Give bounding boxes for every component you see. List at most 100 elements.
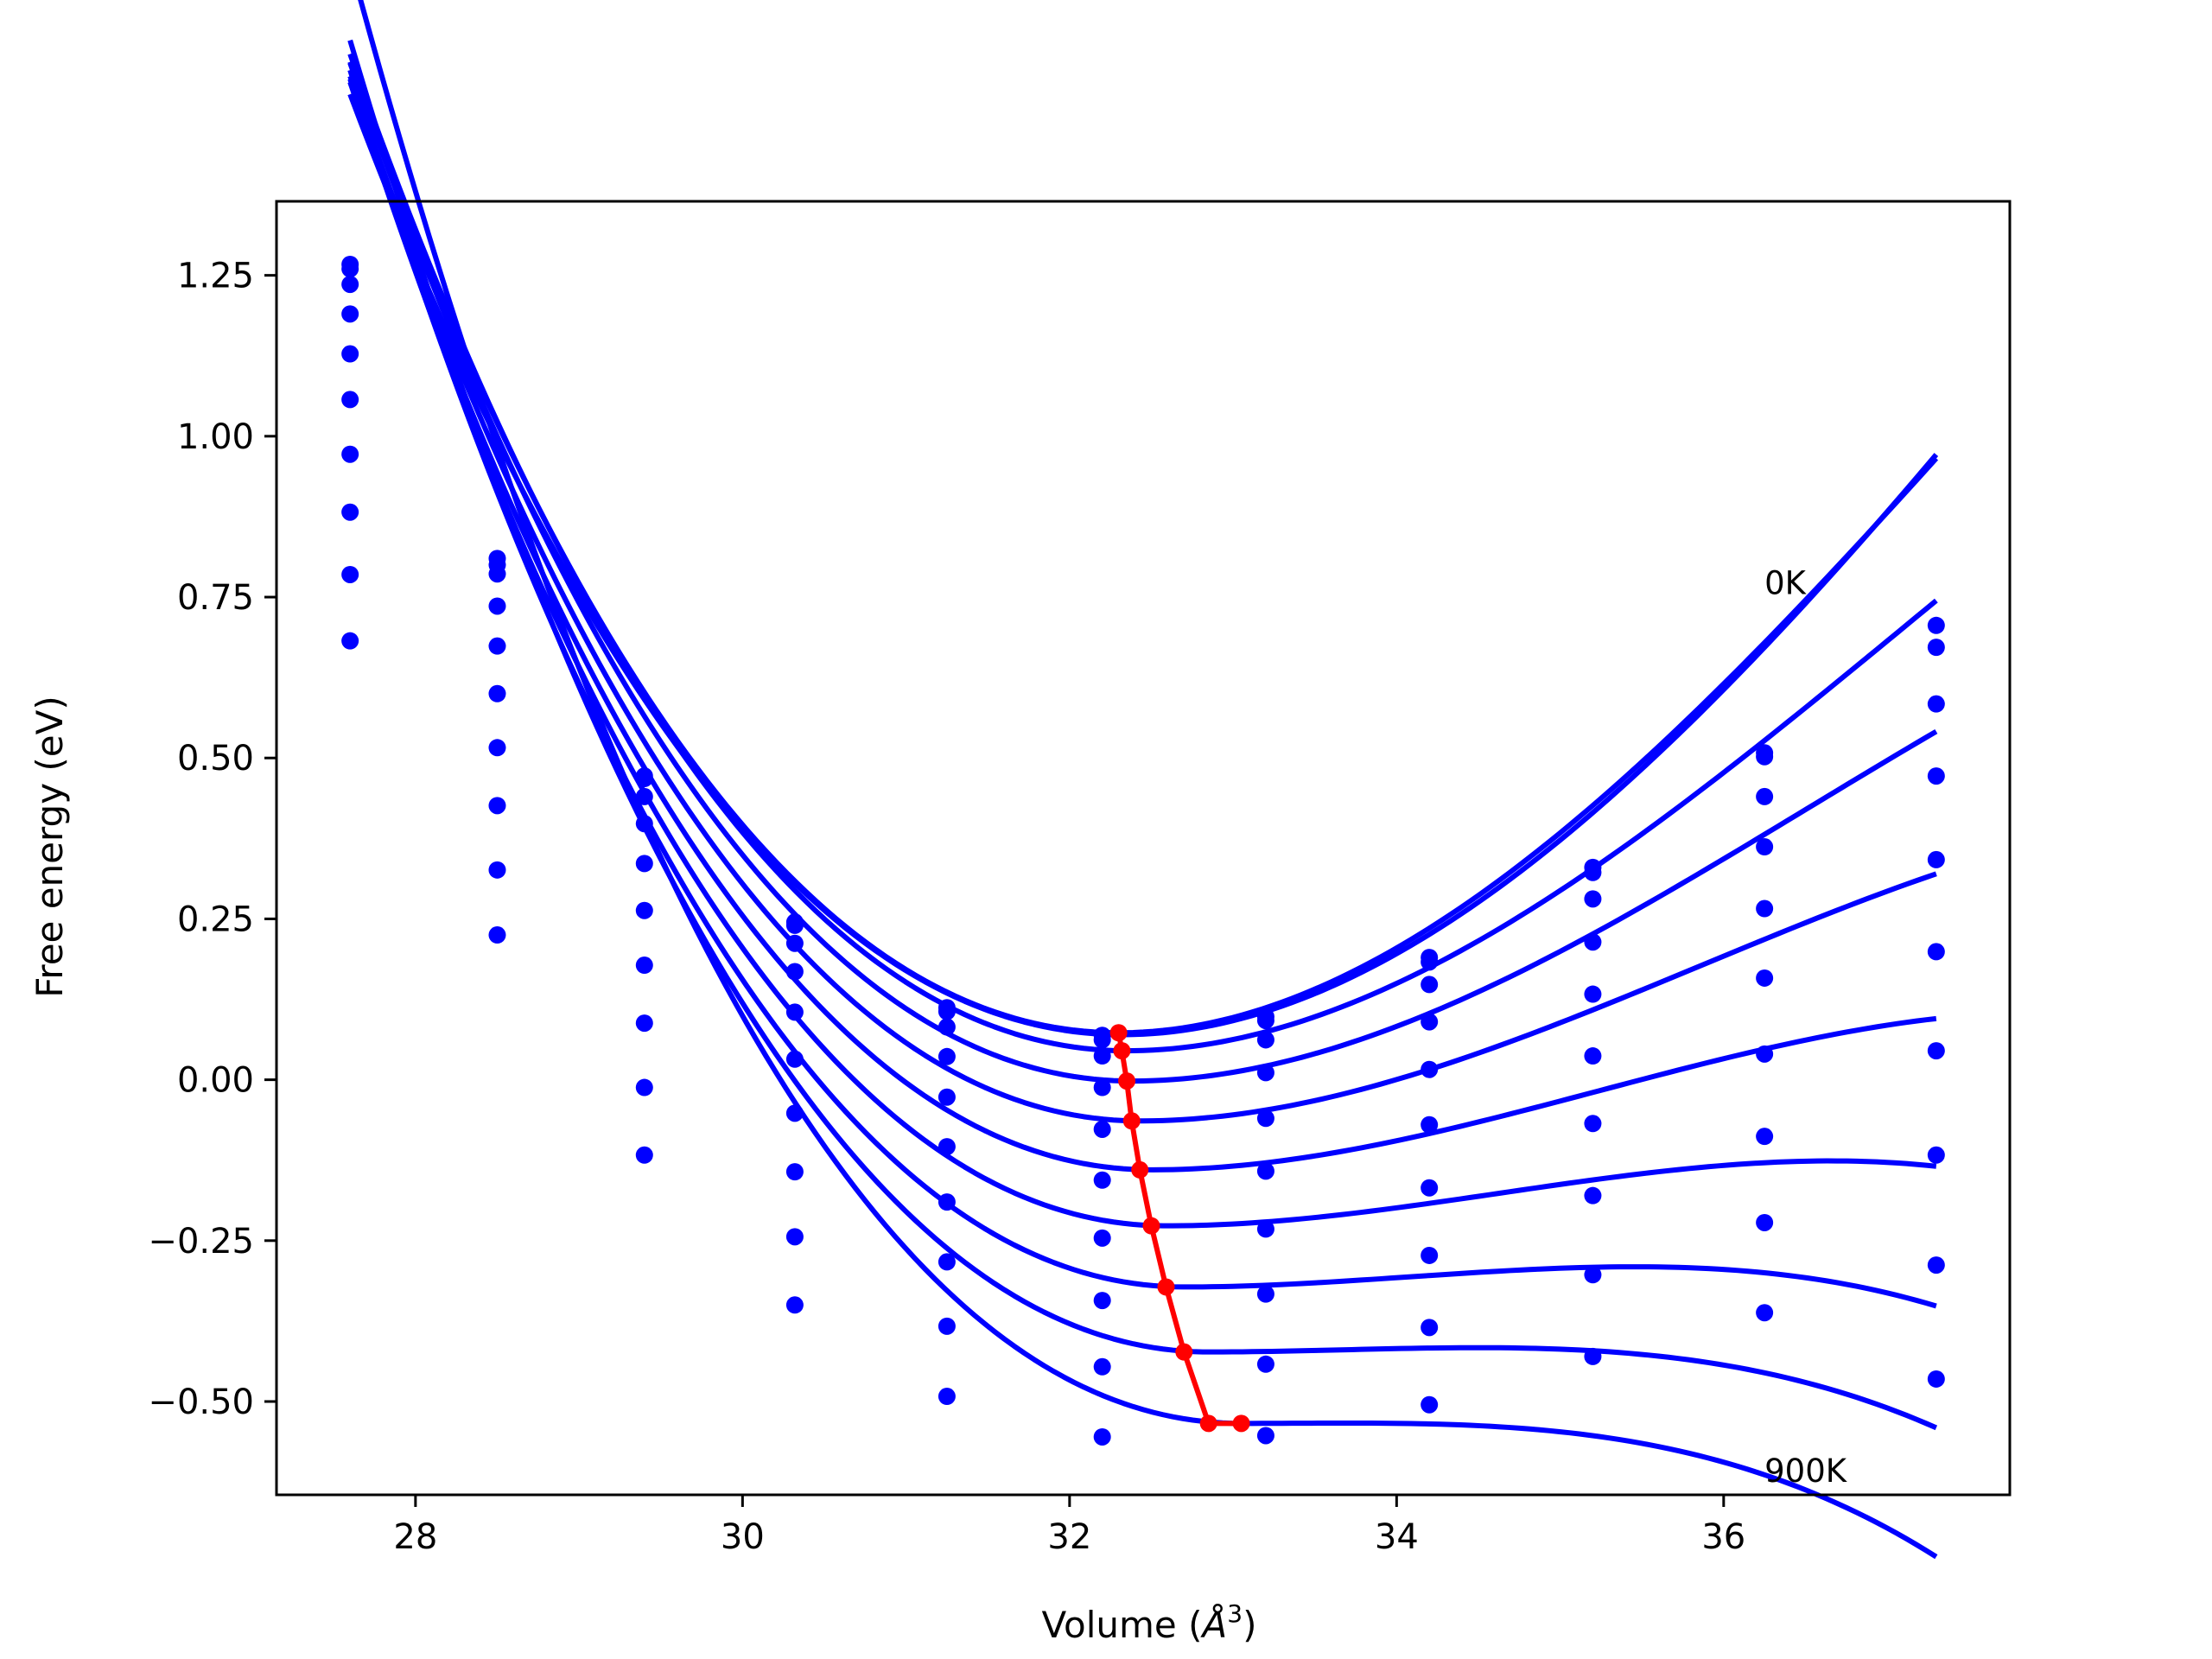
y-tick-label-7: 1.25 <box>177 257 254 296</box>
plot-frame <box>275 200 2012 1497</box>
point-300k-6 <box>1256 1064 1274 1082</box>
point-900k-3 <box>785 1296 804 1314</box>
curve-200k <box>347 53 1938 1054</box>
point-600k-3 <box>785 1104 804 1122</box>
annotation-0k: 0K <box>1764 564 1808 601</box>
point-500k-5 <box>1093 1171 1111 1189</box>
point-500k-6 <box>1256 1162 1274 1180</box>
x-tick-label-0: 28 <box>393 1517 437 1557</box>
point-900k-4 <box>938 1388 956 1406</box>
point-500k-9 <box>1756 969 1774 987</box>
plot-area <box>276 201 2010 1495</box>
point-800k-9 <box>1756 1213 1774 1231</box>
equilibrium-point-3 <box>1122 1112 1141 1130</box>
point-500k-10 <box>1927 943 1945 961</box>
point-700k-2 <box>635 1014 653 1033</box>
x-axis-title-text: Volume ( <box>1042 1604 1203 1646</box>
point-200k-5 <box>1093 1047 1111 1065</box>
point-600k-2 <box>635 957 653 975</box>
point-900k-8 <box>1584 1347 1602 1365</box>
point-500k-0 <box>341 391 359 409</box>
y-tick-label-2: 0.00 <box>177 1061 254 1101</box>
point-900k-10 <box>1927 1370 1945 1388</box>
y-axis-title: Free energy (eV) <box>29 696 71 998</box>
curve-100k <box>347 92 1939 1038</box>
point-700k-9 <box>1756 1128 1774 1146</box>
point-400k-7 <box>1421 1060 1439 1078</box>
point-100k-5 <box>1093 1031 1111 1049</box>
point-800k-5 <box>1093 1357 1111 1376</box>
point-800k-8 <box>1584 1266 1602 1284</box>
point-100k-6 <box>1256 1012 1274 1030</box>
annotation-900k: 900K <box>1764 1452 1848 1490</box>
point-300k-0 <box>341 305 359 323</box>
point-800k-1 <box>488 861 506 879</box>
curve-900k <box>358 0 1938 1560</box>
point-600k-1 <box>488 739 506 757</box>
point-900k-2 <box>635 1146 653 1164</box>
point-900k-7 <box>1421 1395 1439 1414</box>
point-400k-10 <box>1927 850 1945 868</box>
point-400k-4 <box>938 1088 956 1106</box>
point-200k-3 <box>785 934 804 952</box>
point-100k-2 <box>635 770 653 788</box>
point-500k-1 <box>488 684 506 702</box>
point-700k-8 <box>1584 1186 1602 1205</box>
point-100k-9 <box>1756 747 1774 766</box>
point-800k-4 <box>938 1317 956 1335</box>
point-300k-10 <box>1927 767 1945 785</box>
point-500k-3 <box>785 1050 804 1068</box>
point-700k-10 <box>1927 1146 1945 1164</box>
point-900k-1 <box>488 926 506 944</box>
point-800k-6 <box>1256 1355 1274 1373</box>
point-400k-2 <box>635 855 653 873</box>
equilibrium-point-6 <box>1157 1278 1175 1296</box>
curve-800k <box>347 39 1938 1431</box>
x-axis-title: Volume (Å3) <box>1042 1599 1257 1646</box>
point-200k-2 <box>635 787 653 805</box>
y-tick-label-1: −0.25 <box>148 1222 254 1262</box>
curve-300k <box>347 61 1938 1084</box>
equilibrium-point-2 <box>1118 1072 1136 1090</box>
points-layer <box>341 255 1945 1446</box>
point-300k-7 <box>1421 1013 1439 1031</box>
equilibrium-point-7 <box>1175 1343 1193 1361</box>
equilibrium-point-4 <box>1131 1160 1149 1179</box>
x-axis-unit-exp: 3 <box>1227 1599 1243 1628</box>
point-900k-6 <box>1256 1427 1274 1445</box>
point-200k-0 <box>341 276 359 294</box>
point-200k-1 <box>488 565 506 583</box>
point-700k-1 <box>488 797 506 815</box>
point-300k-8 <box>1584 933 1602 951</box>
point-400k-3 <box>785 1003 804 1021</box>
point-800k-0 <box>341 565 359 583</box>
point-500k-7 <box>1421 1116 1439 1134</box>
point-100k-10 <box>1927 639 1945 657</box>
point-200k-6 <box>1256 1031 1274 1049</box>
y-axis: −0.50 −0.25 0.00 0.25 0.50 0.75 1.00 1.25 <box>148 257 276 1422</box>
x-axis-title-close: ) <box>1243 1604 1256 1646</box>
point-600k-5 <box>1093 1229 1111 1247</box>
y-tick-label-3: 0.25 <box>177 899 254 939</box>
equilibrium-point-5 <box>1142 1217 1160 1235</box>
point-300k-3 <box>785 963 804 981</box>
point-600k-7 <box>1421 1179 1439 1197</box>
point-900k-5 <box>1093 1427 1111 1446</box>
point-500k-4 <box>938 1138 956 1156</box>
point-800k-2 <box>635 1078 653 1096</box>
y-tick-label-4: 0.50 <box>177 739 254 779</box>
point-800k-7 <box>1421 1319 1439 1337</box>
x-tick-label-1: 30 <box>721 1517 765 1557</box>
x-axis-unit-base: Å <box>1200 1603 1228 1646</box>
point-100k-8 <box>1584 863 1602 881</box>
y-tick-label-0: −0.50 <box>148 1382 254 1422</box>
point-600k-9 <box>1756 1045 1774 1063</box>
y-tick-label-5: 0.75 <box>177 578 254 618</box>
point-600k-6 <box>1256 1220 1274 1238</box>
point-300k-9 <box>1756 838 1774 856</box>
point-700k-5 <box>1093 1292 1111 1310</box>
point-700k-4 <box>938 1253 956 1271</box>
equilibrium-point-1 <box>1113 1042 1131 1060</box>
point-500k-8 <box>1584 1047 1602 1065</box>
